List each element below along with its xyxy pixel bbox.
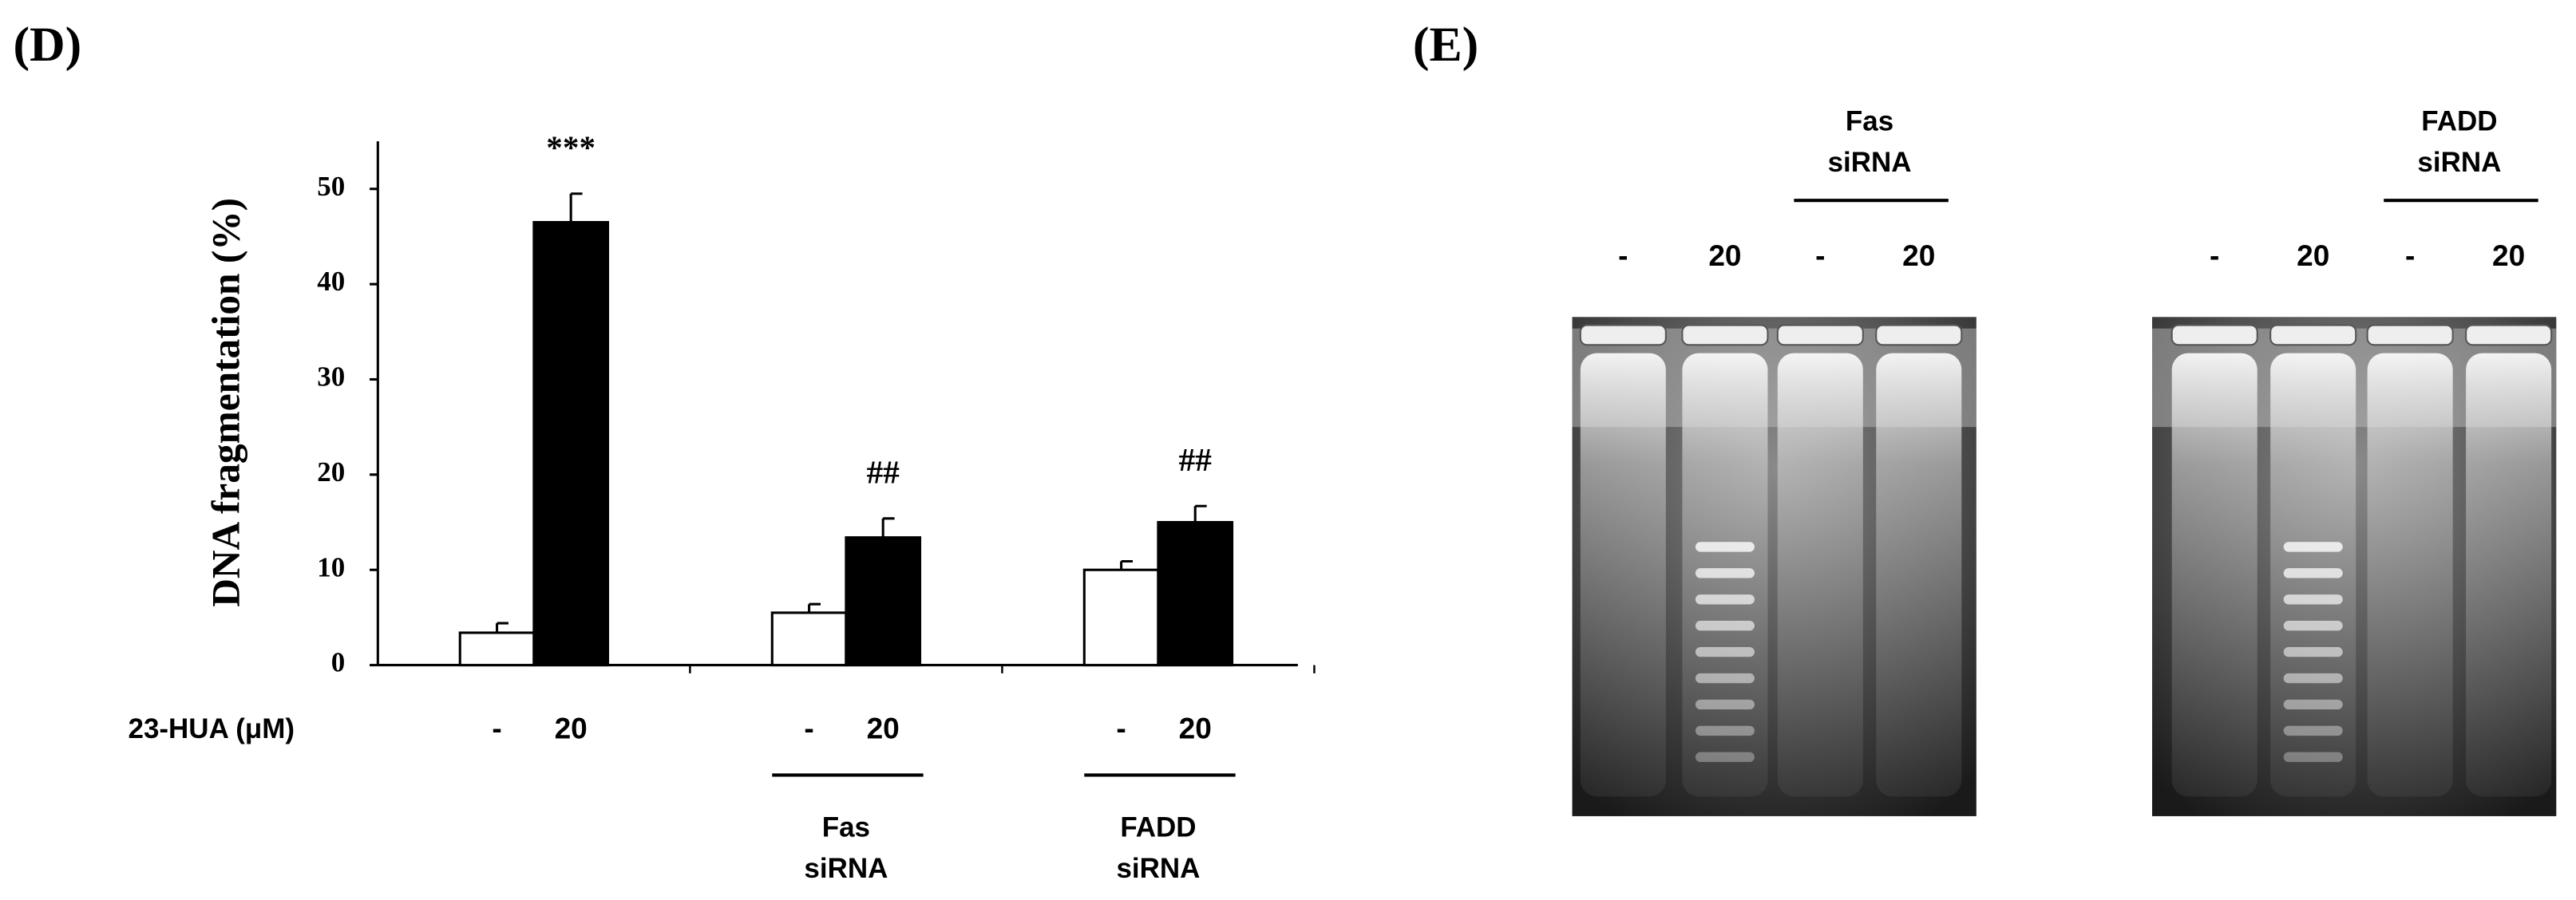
well [2366, 324, 2454, 346]
ladder-band [1695, 725, 1755, 736]
gel-images [1572, 317, 2557, 816]
ladder-band [1695, 594, 1755, 605]
ladder-band [1695, 699, 1755, 710]
ladder-band [1695, 752, 1755, 763]
y-tick-label: 40 [317, 266, 345, 297]
treatment-label: 23-HUA (μM) [129, 713, 295, 744]
ladder-band [1695, 673, 1755, 684]
well [1681, 324, 1769, 346]
ladder-band [2283, 699, 2343, 710]
y-tick-label: 20 [317, 456, 345, 488]
bar-label: - [804, 712, 813, 745]
bar-label: 20 [555, 712, 588, 745]
lane [1580, 353, 1666, 797]
well [1875, 324, 1963, 346]
ladder-band [2283, 568, 2343, 578]
error-bar [569, 192, 583, 223]
bar [532, 221, 610, 667]
group-label: FADD siRNA [2417, 106, 2501, 178]
significance: ## [867, 454, 900, 491]
bar [458, 631, 536, 667]
well [1776, 324, 1864, 346]
lane-label: 20 [2492, 239, 2525, 272]
lane-label: - [2405, 239, 2415, 272]
bar-label: - [492, 712, 501, 745]
lane [2367, 353, 2453, 797]
lane-label: - [1618, 239, 1628, 272]
ladder-band [1695, 568, 1755, 578]
bar [770, 611, 848, 667]
significance: ## [1179, 441, 1213, 478]
bar [845, 536, 922, 667]
y-tick-label: 30 [317, 361, 345, 393]
ladder-band [1695, 621, 1755, 631]
well [1579, 324, 1667, 346]
ladder-band [1695, 646, 1755, 657]
well [2170, 324, 2258, 346]
lane [2171, 353, 2257, 797]
lane [2466, 353, 2552, 797]
y-tick-label: 10 [317, 551, 345, 582]
group-label: Fas siRNA [1828, 106, 1912, 178]
error-bar [808, 602, 821, 613]
group-label: Fas siRNA [804, 812, 888, 884]
lane-label: 20 [2297, 239, 2329, 272]
ladder-band [1695, 542, 1755, 552]
bar-label: 20 [1179, 712, 1212, 745]
bar-label: 20 [867, 712, 900, 745]
panel-label: (E) [1413, 18, 1478, 72]
error-bar [1120, 559, 1134, 570]
error-bar [1193, 504, 1207, 523]
lane [1777, 353, 1863, 797]
lane-label: - [2210, 239, 2219, 272]
significance: *** [546, 129, 596, 166]
ladder-band [2283, 621, 2343, 631]
bar [1082, 568, 1160, 667]
ladder-band [2283, 646, 2343, 657]
error-bar [881, 517, 895, 538]
lane-label: 20 [1902, 239, 1935, 272]
y-tick-label: 0 [331, 647, 345, 678]
ladder-band [2283, 542, 2343, 552]
lane [1876, 353, 1962, 797]
well [2465, 324, 2553, 346]
bar-label: - [1116, 712, 1126, 745]
ladder-band [2283, 752, 2343, 763]
panel-label: (D) [13, 18, 81, 72]
y-tick-label: 50 [317, 171, 345, 202]
ladder-band [2283, 673, 2343, 684]
error-bar [496, 622, 508, 634]
ladder-band [2283, 594, 2343, 605]
well [2269, 324, 2357, 346]
lane-label: - [1815, 239, 1825, 272]
lane-label: 20 [1708, 239, 1741, 272]
bar [1157, 521, 1234, 667]
ladder-band [2283, 725, 2343, 736]
y-axis-label: DNA fragmentation (%) [204, 198, 247, 607]
group-label: FADD siRNA [1116, 812, 1200, 884]
